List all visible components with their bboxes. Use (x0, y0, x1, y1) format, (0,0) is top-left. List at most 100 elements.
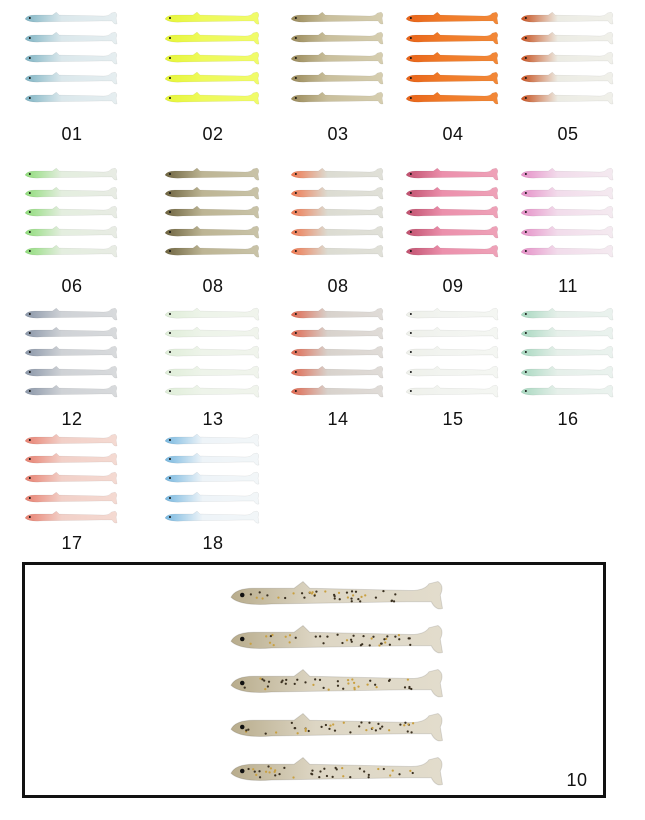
lure-image (23, 185, 121, 201)
lure-image (519, 383, 617, 399)
lure-image (23, 509, 121, 525)
lure-image (159, 364, 267, 380)
lure-image (289, 185, 387, 201)
variant-label: 05 (557, 124, 578, 145)
lure-variant-01 (23, 10, 121, 110)
lure-image (404, 10, 502, 26)
featured-variant-box: 10 (22, 562, 606, 798)
lure-image (519, 243, 617, 259)
lure-image (159, 166, 267, 182)
lure-image (221, 753, 457, 789)
lure-variant-18 (159, 432, 267, 528)
lure-image (519, 204, 617, 220)
lure-image (289, 243, 387, 259)
lure-image (404, 204, 502, 220)
lure-image (289, 30, 387, 46)
lure-image (404, 243, 502, 259)
lure-image (221, 665, 457, 701)
variant-label: 02 (202, 124, 223, 145)
lure-image (519, 325, 617, 341)
variant-label: 03 (327, 124, 348, 145)
lure-image (519, 364, 617, 380)
lure-image (519, 90, 617, 106)
lure-image (289, 50, 387, 66)
variant-label: 12 (61, 409, 82, 430)
lure-image (519, 166, 617, 182)
lure-image (23, 344, 121, 360)
lure-image (23, 451, 121, 467)
lure-image (159, 204, 267, 220)
lure-image (519, 306, 617, 322)
lure-image (289, 166, 387, 182)
lure-image (159, 90, 267, 106)
lure-image (159, 306, 267, 322)
lure-image (159, 451, 267, 467)
variant-label: 16 (557, 409, 578, 430)
lure-image (289, 70, 387, 86)
lure-image (519, 30, 617, 46)
lure-image (159, 344, 267, 360)
variant-label: 04 (442, 124, 463, 145)
variant-label: 18 (202, 533, 223, 554)
lure-image (289, 10, 387, 26)
featured-variant-label: 10 (566, 770, 587, 791)
lure-image (519, 50, 617, 66)
variant-label: 08 (202, 276, 223, 297)
lure-variant-16 (519, 306, 617, 402)
lure-image (404, 50, 502, 66)
lure-image (159, 243, 267, 259)
lure-variant-09 (404, 166, 502, 262)
lure-variant-02 (159, 10, 267, 110)
lure-image (23, 490, 121, 506)
lure-variant-12 (23, 306, 121, 402)
lure-image (159, 70, 267, 86)
lure-image (159, 509, 267, 525)
lure-image (404, 364, 502, 380)
lure-image (519, 344, 617, 360)
variant-label: 01 (61, 124, 82, 145)
lure-image (289, 383, 387, 399)
lure-image (519, 10, 617, 26)
variant-label: 11 (558, 276, 578, 297)
lure-image (159, 185, 267, 201)
lure-image (159, 490, 267, 506)
lure-image (23, 10, 121, 26)
lure-variant-06 (23, 166, 121, 262)
lure-image (404, 344, 502, 360)
lure-image (289, 325, 387, 341)
lure-image (159, 224, 267, 240)
variant-label: 06 (61, 276, 82, 297)
lure-image (159, 383, 267, 399)
lure-image (404, 90, 502, 106)
lure-image (23, 204, 121, 220)
lure-image (404, 30, 502, 46)
lure-image (289, 364, 387, 380)
lure-image (159, 325, 267, 341)
lure-image (23, 306, 121, 322)
variant-label: 15 (442, 409, 463, 430)
variant-label: 17 (61, 533, 82, 554)
lure-variant-14 (289, 306, 387, 402)
lure-image (289, 224, 387, 240)
lure-image (221, 709, 457, 745)
lure-variant-15 (404, 306, 502, 402)
lure-image (23, 224, 121, 240)
lure-image (23, 70, 121, 86)
lure-variant-08 (289, 166, 387, 262)
lure-image (404, 383, 502, 399)
lure-image (23, 470, 121, 486)
variant-label: 08 (327, 276, 348, 297)
lure-image (519, 224, 617, 240)
lure-image (159, 470, 267, 486)
lure-image (23, 325, 121, 341)
lure-variant-08 (159, 166, 267, 262)
lure-image (289, 344, 387, 360)
lure-image (404, 185, 502, 201)
lure-image (404, 70, 502, 86)
lure-image (23, 432, 121, 448)
variant-label: 13 (202, 409, 223, 430)
lure-image (404, 306, 502, 322)
lure-variant-13 (159, 306, 267, 402)
lure-variant-04 (404, 10, 502, 110)
lure-image (404, 325, 502, 341)
